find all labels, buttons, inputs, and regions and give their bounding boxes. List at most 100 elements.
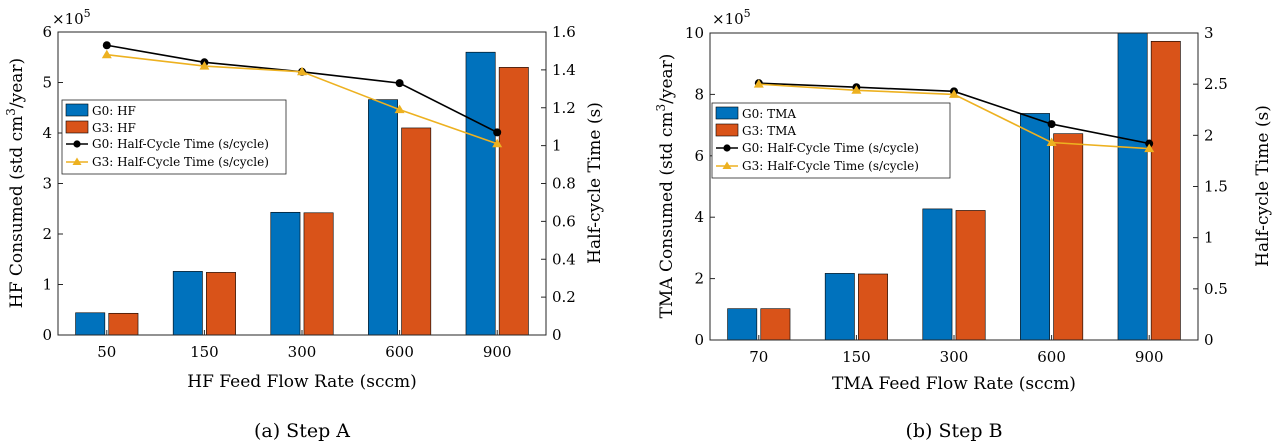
x-tick-label: 50 [97,343,116,361]
panel-b-legend-label: G0: Half-Cycle Time (s/cycle) [742,141,919,155]
y2-tick-label: 1.4 [552,61,576,79]
panel-b-legend-label: G3: TMA [742,124,796,138]
panel-b-lines [753,79,1155,153]
panel-b-legend-swatch-g0-bar [715,106,739,120]
panel-b-legend-label: G0: TMA [742,107,796,121]
x-tick-label: 900 [1135,348,1164,366]
bar-g3-50 [108,312,139,336]
bar-g3-300 [303,212,334,336]
point-g3-600 [1046,137,1057,146]
panel-b-ticks: 0 2 4 6 8 10 0 0.5 1 1.5 2 2.5 3 70 150 300 600 900 [685,24,1228,366]
y2-tick-label: 0 [1204,331,1214,349]
y-tick-label: 6 [694,147,704,165]
panel-b-x-label: TMA Feed Flow Rate (sccm) [832,374,1076,394]
y2-tick-label: 1 [1204,229,1214,247]
x-tick-label: 900 [483,343,512,361]
x-tick-label: 600 [385,343,414,361]
panel-a-legend-marker-triangle [72,157,82,165]
point-g3-900 [1144,143,1155,153]
bar-g3-300 [955,210,986,341]
panel-b-legend-marker-triangle [722,161,732,169]
y-tick-label: 4 [694,208,704,226]
y-tick-label: 0 [42,326,52,344]
panel-a-x-label: HF Feed Flow Rate (sccm) [187,372,417,392]
panel-a-y-multiplier: ×105 [52,7,91,28]
y-tick-label: 5 [42,74,52,92]
point-g3-150 [199,61,210,70]
y2-tick-label: 1.2 [552,99,576,117]
y2-tick-label: 2.5 [1204,75,1228,93]
panel-a-y-label: HF Consumed (std cm3/year) [4,58,27,308]
panel-b-legend-label: G3: Half-Cycle Time (s/cycle) [742,159,919,173]
y2-tick-label: 1.6 [552,23,576,41]
y2-tick-label: 0.6 [552,212,576,230]
bar-g3-600 [1053,133,1084,341]
x-tick-label: 150 [842,348,871,366]
y2-tick-label: 0.5 [1204,280,1228,298]
y-tick-label: 3 [42,175,52,193]
y-tick-label: 0 [694,331,704,349]
x-tick-label: 300 [940,348,969,366]
panel-a-legend-marker-circle [73,140,81,148]
panel-a-legend-swatch-g3-bar [65,120,89,134]
bar-g0-300 [922,208,953,341]
point-g0-900 [493,128,502,137]
panel-b-legend-box [711,102,951,179]
point-g0-600 [1047,120,1056,129]
point-g3-70 [753,79,764,88]
point-g3-900 [492,138,503,148]
point-g0-50 [102,41,111,50]
panel-step-a: 0 1 2 3 4 5 6 0 0.2 0.4 0.6 0.8 1 1.2 1.4 1.6 50 150 300 60… [4,7,605,442]
panel-a-caption: (a) Step A [254,420,350,442]
point-g3-150 [851,85,862,94]
panel-a-legend-swatch-g0-bar [65,103,89,117]
panel-a-legend-label: G0: HF [92,104,136,118]
panel-b-legend-swatch-g3-bar [715,123,739,137]
bar-g3-900 [498,67,529,336]
point-g3-600 [394,104,405,114]
y-tick-label: 1 [42,276,52,294]
bar-g3-900 [1150,40,1181,341]
point-g0-600 [395,79,404,88]
panel-a-legend: G0: HF G3: HF G0: Half-Cycle Time (s/cyc… [61,99,287,175]
y2-tick-label: 0.2 [552,288,576,306]
panel-a-legend-label: G3: Half-Cycle Time (s/cycle) [92,155,269,169]
y2-tick-label: 2 [1204,126,1214,144]
y2-tick-label: 1 [552,137,562,155]
y2-tick-label: 1.5 [1204,178,1228,196]
point-g3-300 [949,89,959,98]
y2-tick-label: 0.4 [552,250,576,268]
panel-b-caption: (b) Step B [905,420,1002,442]
bar-g3-70 [760,308,791,341]
x-tick-label: 70 [749,348,768,366]
y-tick-label: 10 [685,24,704,42]
bar-g0-70 [727,308,758,341]
y-tick-label: 8 [694,85,704,103]
point-g3-300 [297,66,307,76]
bar-g0-300 [270,211,301,336]
panel-a-bars [75,51,529,336]
panel-b-y2-label: Half-cycle Time (s) [1253,105,1273,267]
panel-a-lines [101,41,503,148]
panel-a-legend-label: G0: Half-Cycle Time (s/cycle) [92,137,269,151]
y-tick-label: 6 [42,23,52,41]
bar-g3-600 [401,127,432,336]
panel-b-y-label: TMA Consumed (std cm3/year) [654,54,677,319]
bar-g0-900 [465,51,496,336]
point-g0-900 [1145,139,1154,148]
y-tick-label: 2 [42,225,52,243]
y-tick-label: 2 [694,270,704,288]
panel-a-y2-label: Half-cycle Time (s) [585,102,605,264]
x-tick-label: 600 [1037,348,1066,366]
y2-tick-label: 0.8 [552,175,576,193]
panel-a-legend-box [61,99,287,175]
y2-tick-label: 3 [1204,24,1214,42]
bar-g0-600 [368,99,398,336]
bar-g0-150 [172,271,203,336]
x-tick-label: 300 [288,343,317,361]
panel-b-bars [727,32,1181,341]
x-tick-label: 150 [190,343,219,361]
bar-g0-150 [824,273,855,341]
